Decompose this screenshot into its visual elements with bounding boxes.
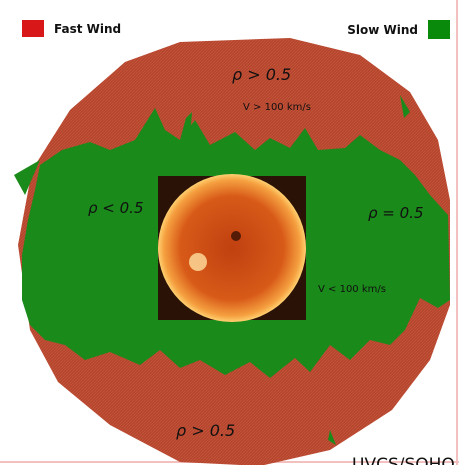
sun-dark-feature <box>231 231 241 241</box>
sun-active-region <box>189 253 207 271</box>
annotation: ρ > 0.5 <box>176 421 235 440</box>
legend-label: Slow Wind <box>347 23 418 37</box>
figure: Fast Wind Slow Wind ρ > 0.5 V > 100 km/s… <box>0 0 459 465</box>
annotation: V > 100 km/s <box>243 102 311 113</box>
sun-disk <box>158 174 306 322</box>
legend-label: Fast Wind <box>54 22 121 36</box>
annotation: ρ = 0.5 <box>368 204 423 222</box>
credit: UVCS/SOHO <box>352 455 455 465</box>
page: {"legend": [ {"label": "Fast Wind", "col… <box>0 0 459 465</box>
annotation: ρ > 0.5 <box>232 65 291 84</box>
annotation: ρ < 0.5 <box>88 199 143 217</box>
annotation: V < 100 km/s <box>318 284 386 295</box>
legend-swatch <box>428 20 450 39</box>
legend-swatch <box>22 20 44 37</box>
